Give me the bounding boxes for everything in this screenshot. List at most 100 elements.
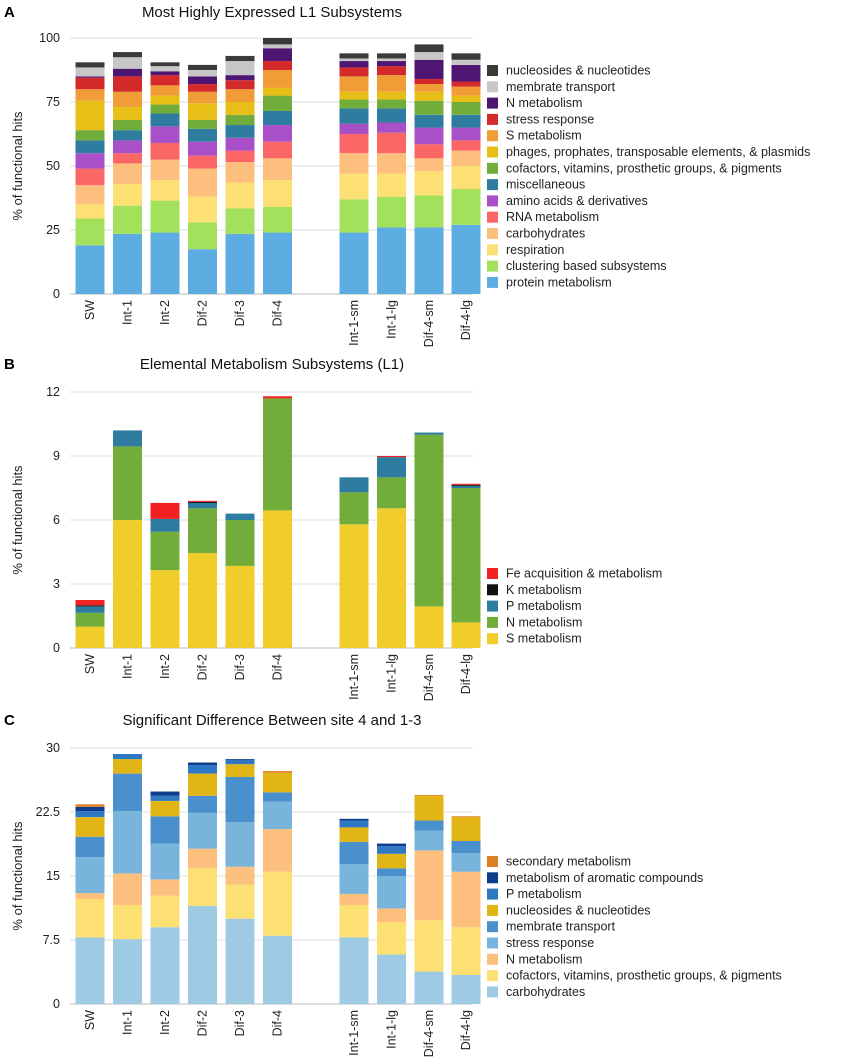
bar-segment [113,119,142,131]
bar-segment [414,127,444,145]
bar-segment [377,922,406,955]
bar-segment [339,199,369,233]
bar-segment [339,173,369,200]
bar-segment [451,841,481,853]
legend-label: respiration [506,243,564,257]
bar-segment [414,606,444,648]
bar-segment [451,86,481,96]
bar-segment [188,762,217,766]
bar-segment [225,759,255,760]
bar-segment [377,122,406,133]
bar-segment [263,829,292,872]
bar-segment [414,44,444,53]
x-tick-label: Dif-3 [233,1010,247,1036]
bar-segment [339,76,369,92]
bar-segment [414,158,444,172]
bar-segment [188,773,217,796]
y-tick-label: 15 [46,869,60,883]
bar-segment [414,52,444,60]
bar-segment [150,518,180,532]
bar-segment [150,531,180,571]
bar-segment [339,108,369,124]
bar-segment [225,89,255,102]
bar-segment [263,110,292,126]
y-tick-label: 100 [39,31,60,45]
legend-swatch [487,921,498,933]
x-tick-label: SW [83,654,97,674]
bar-segment [113,773,142,812]
bar-segment [339,232,369,294]
bar-segment [414,794,444,796]
bar-segment [451,484,481,486]
bar-segment [451,224,481,294]
x-tick-label: Dif-4-lg [459,300,473,340]
legend-swatch [487,568,498,579]
bar-segment [75,168,105,186]
bar-segment [377,227,406,294]
bar-segment [263,95,292,111]
bar-segment [377,53,406,59]
bar-segment [150,180,180,201]
legend-label: clustering based subsystems [506,259,667,273]
x-tick-label: Dif-3 [233,654,247,680]
bar-segment [451,817,481,842]
bar-segment [263,48,292,62]
x-tick-label: Dif-2 [196,1010,210,1036]
legend-swatch [487,986,498,998]
bar-segment [113,163,142,184]
panel-letter: B [4,356,15,373]
bar-segment [150,66,180,72]
legend-swatch [487,633,498,645]
bar-segment [75,937,105,1004]
y-tick-label: 25 [46,223,60,237]
bar-segment [113,52,142,58]
bar-segment [414,432,444,435]
bar-segment [339,820,369,828]
bar-segment [150,200,180,233]
bar-segment [113,873,142,906]
x-tick-label: Dif-2 [196,654,210,680]
bar-segment [188,222,217,250]
bar-segment [75,204,105,219]
bar-segment [188,249,217,294]
bar-segment [377,132,406,154]
bar-segment [451,485,481,488]
bar-segment [150,502,180,519]
bar-segment [75,67,105,77]
bar-segment [451,59,481,65]
panel-letter: C [4,712,15,729]
bar-segment [377,868,406,876]
bar-segment [75,804,105,807]
bar-segment [414,100,444,115]
bar-segment [225,520,255,566]
panel-b-chart: B Elemental Metabolism Subsystems (L1) 0 3 6… [4,356,662,701]
bar-segment [451,53,481,60]
legend-label: protein metabolism [506,275,612,289]
bar-segment [263,771,292,773]
bar-segment [339,841,369,865]
bar-segment [188,103,217,120]
bar-segment [414,144,444,159]
x-tick-label: Int-1 [121,300,135,325]
bar-segment [451,102,481,115]
bar-segment [451,816,481,818]
bar-segment [414,84,444,92]
legend-label: phages, prophates, transposable elements… [506,145,810,159]
bar-segment [113,183,142,206]
bar-segment [225,75,255,81]
bar-segment [150,232,180,294]
bar-segment [75,893,105,900]
bar-segment [150,791,180,796]
bar-segment [377,876,406,909]
bar-segment [75,606,105,613]
legend-swatch [487,97,498,109]
legend-label: stress response [506,112,594,126]
panel-a-chart: A Most Highly Expressed L1 Subsystems 0 25 5… [4,4,810,347]
chart-title: Elemental Metabolism Subsystems (L1) [140,356,404,373]
legend-label: N metabolism [506,96,582,110]
bar-segment [377,853,406,869]
x-tick-label: SW [83,300,97,320]
legend-swatch [487,195,498,207]
y-tick-label: 75 [46,95,60,109]
